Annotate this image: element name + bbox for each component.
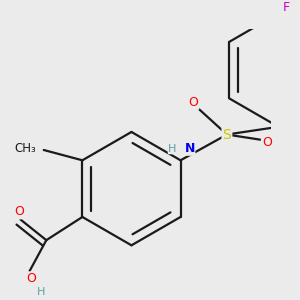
- Text: H: H: [37, 287, 45, 297]
- Text: S: S: [223, 128, 231, 142]
- Text: N: N: [184, 142, 195, 155]
- Text: F: F: [283, 1, 290, 13]
- Text: H: H: [168, 144, 177, 154]
- Text: CH₃: CH₃: [14, 142, 36, 155]
- Text: O: O: [14, 205, 24, 218]
- Text: O: O: [26, 272, 36, 285]
- Text: O: O: [262, 136, 272, 149]
- Text: O: O: [188, 96, 198, 109]
